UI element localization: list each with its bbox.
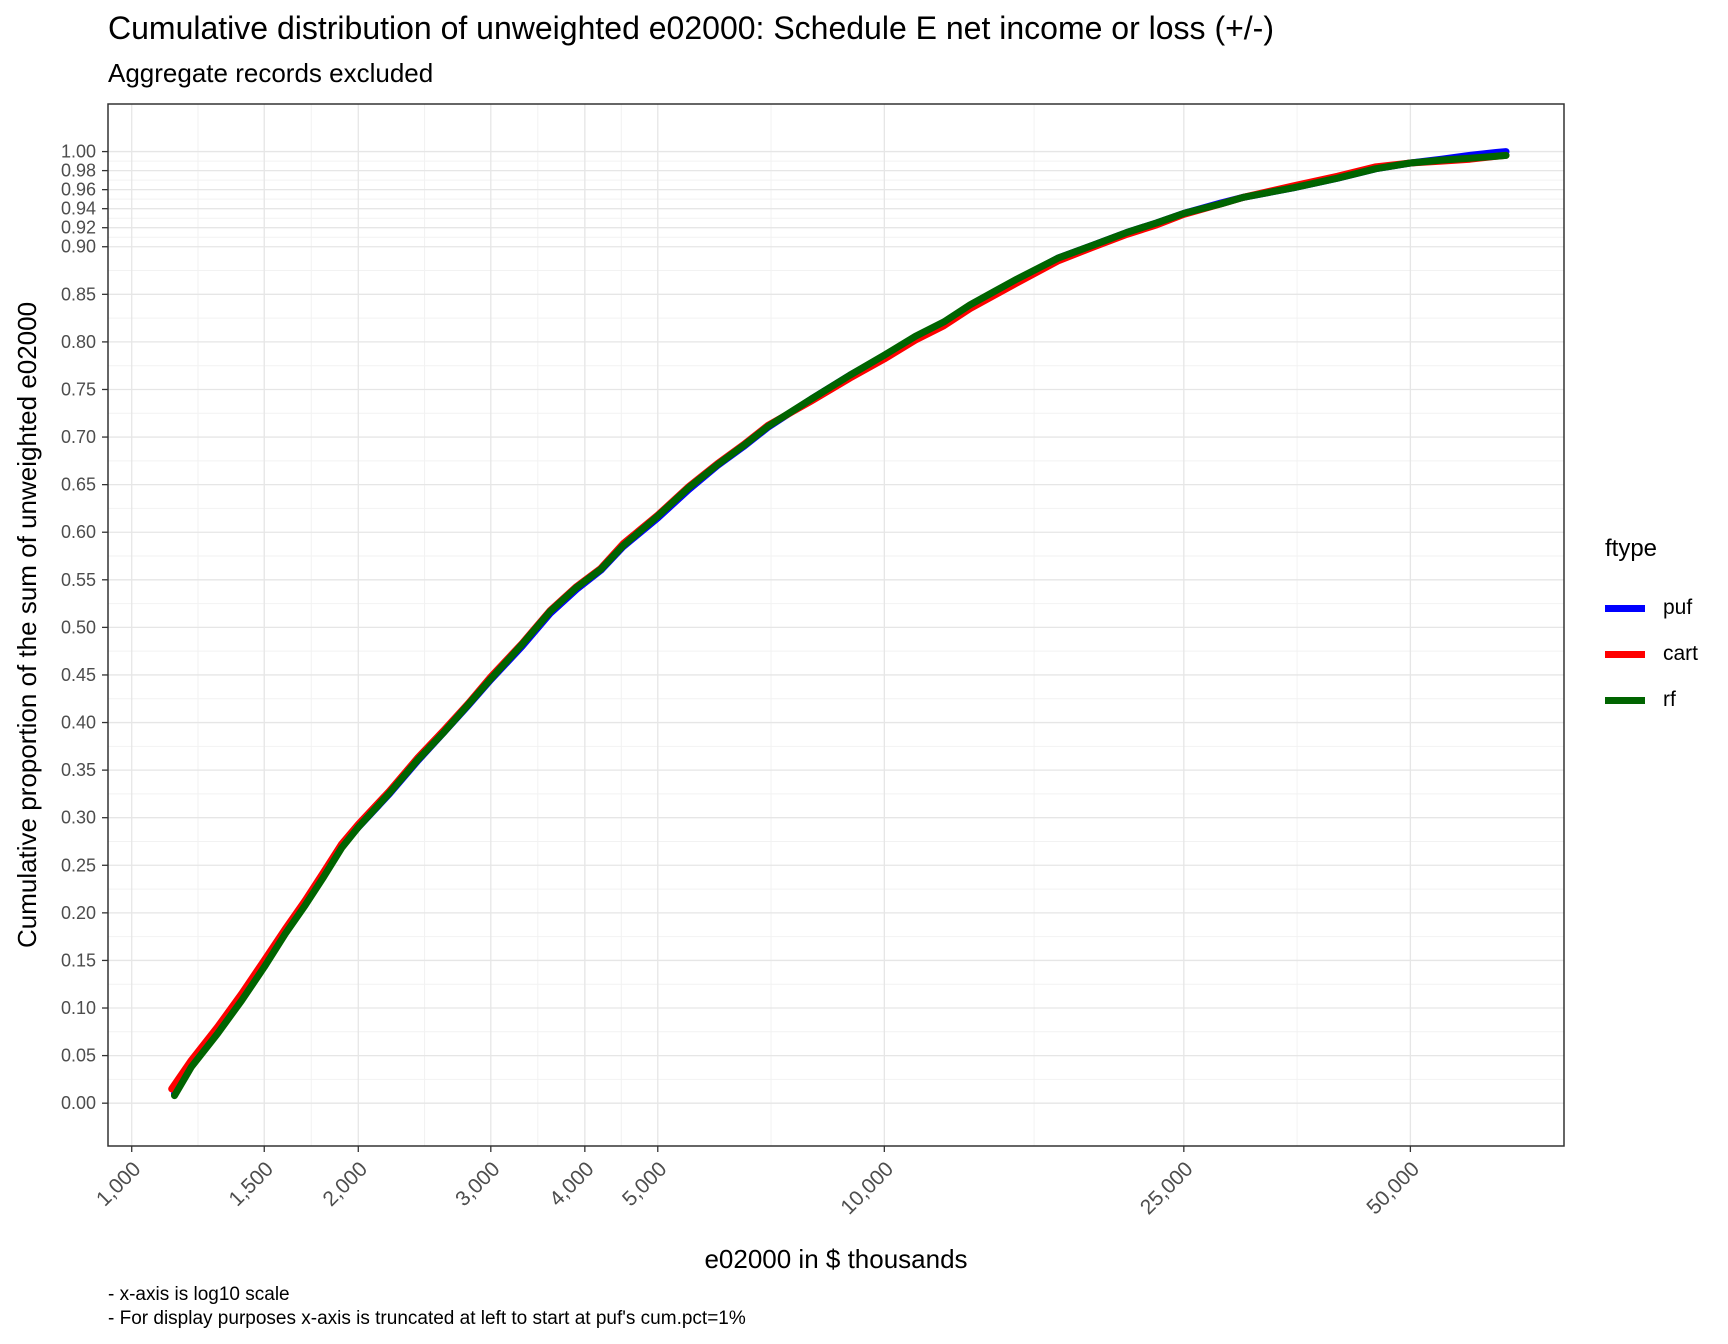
x-tick-label: 2,000	[319, 1157, 372, 1210]
y-tick-label: 0.96	[61, 180, 96, 200]
y-tick-label: 0.10	[61, 998, 96, 1018]
series-line-cart	[168, 151, 1510, 1093]
y-tick-label: 0.20	[61, 903, 96, 923]
legend-key-puf	[1605, 604, 1645, 612]
x-tick-label: 25,000	[1136, 1157, 1198, 1219]
y-tick-label: 0.55	[61, 570, 96, 590]
y-axis-title: Cumulative proportion of the sum of unwe…	[12, 302, 42, 948]
y-tick-label: 0.98	[61, 161, 96, 181]
chart-title: Cumulative distribution of unweighted e0…	[108, 10, 1274, 46]
x-tick-label: 50,000	[1362, 1157, 1424, 1219]
legend: ftype puf cart rf	[1605, 535, 1698, 723]
y-tick-label: 0.92	[61, 218, 96, 238]
legend-item-puf: puf	[1605, 585, 1698, 631]
x-tick-label: 5,000	[618, 1157, 671, 1210]
axes: 0.00 0.05 0.10 0.15 0.20 0.25 0.30 0.35 0.40 0.45…	[61, 142, 1424, 1220]
legend-item-cart: cart	[1605, 631, 1698, 677]
x-tick-label: 1,000	[92, 1157, 145, 1210]
legend-title: ftype	[1605, 535, 1658, 562]
x-tick-label: 3,000	[451, 1157, 504, 1210]
y-tick-label: 0.25	[61, 855, 96, 875]
x-tick-label: 4,000	[545, 1157, 598, 1210]
legend-label-puf: puf	[1663, 596, 1693, 619]
legend-key-cart	[1605, 650, 1645, 658]
grid-lines	[108, 104, 1564, 1146]
y-tick-label: 0.30	[61, 808, 96, 828]
y-tick-label: 0.35	[61, 760, 96, 780]
caption-truncation-note: - For display purposes x-axis is truncat…	[108, 1308, 746, 1329]
y-tick-label: 0.45	[61, 665, 96, 685]
y-tick-label: 0.75	[61, 379, 96, 399]
y-tick-label: 0.40	[61, 713, 96, 733]
x-tick-label: 1,500	[225, 1157, 278, 1210]
y-tick-label: 0.60	[61, 522, 96, 542]
legend-key-rf	[1605, 696, 1645, 704]
series-lines	[168, 148, 1510, 1100]
legend-label-cart: cart	[1663, 642, 1699, 665]
series-line-rf	[171, 151, 1510, 1100]
plot-border	[107, 103, 1565, 1147]
y-tick-label: 0.15	[61, 950, 96, 970]
y-tick-label: 1.00	[61, 142, 96, 162]
y-tick-label: 0.05	[61, 1046, 96, 1066]
y-tick-label: 0.90	[61, 237, 96, 257]
caption-log-scale-note: - x-axis is log10 scale	[108, 1284, 290, 1305]
y-tick-label: 0.94	[61, 199, 96, 219]
y-tick-label: 0.70	[61, 427, 96, 447]
y-tick-label: 0.85	[61, 284, 96, 304]
x-tick-label: 10,000	[836, 1157, 898, 1219]
y-tick-label: 0.50	[61, 617, 96, 637]
legend-item-rf: rf	[1605, 677, 1698, 723]
y-tick-label: 0.80	[61, 332, 96, 352]
legend-label-rf: rf	[1663, 688, 1676, 711]
chart-subtitle: Aggregate records excluded	[108, 58, 434, 88]
x-axis-title: e02000 in $ thousands	[704, 1244, 967, 1274]
series-line-puf	[171, 148, 1510, 1098]
y-tick-label: 0.00	[61, 1093, 96, 1113]
y-tick-label: 0.65	[61, 475, 96, 495]
